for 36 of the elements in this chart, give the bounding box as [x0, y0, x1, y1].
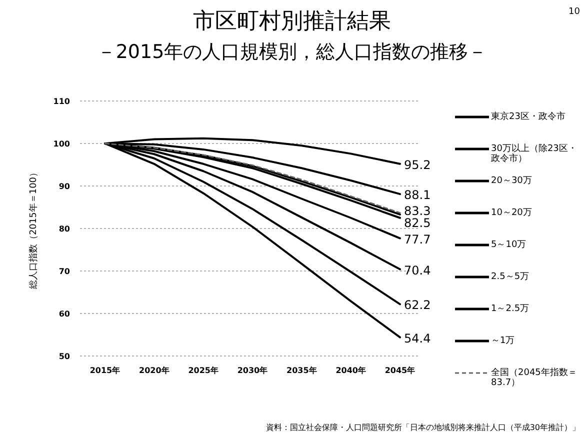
data-label: 88.1 [404, 188, 431, 202]
data-label: 62.2 [404, 298, 431, 312]
y-tick-label: 110 [53, 97, 70, 106]
legend-label: 5～10万 [491, 240, 526, 250]
data-label: 77.7 [404, 232, 431, 246]
y-tick-label: 100 [53, 140, 70, 148]
chart-subtitle: －2015年の人口規模別，総人口指数の推移－ [96, 41, 488, 63]
x-tick-label: 2025年 [188, 366, 218, 375]
legend-label: 30万以上（除23区・政令市） [491, 144, 578, 164]
y-tick-label: 60 [58, 310, 70, 318]
text: 10 [568, 7, 580, 17]
legend-label: 2.5～5万 [491, 272, 530, 282]
legend-label: ～1万 [491, 336, 515, 346]
y-axis-title: 総人口指数（2015年＝100） [28, 168, 39, 290]
x-tick-label: 2045年 [384, 366, 416, 375]
x-tick-label: 2030年 [237, 366, 268, 375]
legend-label: 全国（2045年指数＝83.7） [491, 368, 578, 388]
data-label: 70.4 [404, 263, 431, 278]
data-label: 95.2 [404, 158, 431, 172]
text: 資料：国立社会保障・人口問題研究所「日本の地域別将来推計人口（平成30年推計）」 [266, 423, 580, 432]
x-tick-label: 2035年 [286, 366, 317, 375]
chart-title: 市区町村別推計結果 [193, 9, 391, 34]
y-tick-label: 90 [58, 182, 70, 191]
data-label: 54.4 [404, 331, 431, 346]
x-tick-label: 2040年 [336, 366, 366, 375]
legend-label: 10～20万 [491, 208, 532, 218]
y-tick-label: 50 [58, 352, 70, 361]
legend-label: 20～30万 [491, 176, 532, 186]
data-label: 82.5 [404, 216, 431, 230]
data-label: 83.3 [404, 204, 431, 218]
x-tick-label: 2020年 [139, 366, 170, 375]
legend-label: 東京23区・政令市 [491, 112, 566, 122]
y-tick-label: 80 [58, 224, 70, 234]
y-tick-label: 70 [58, 267, 70, 276]
legend-label: 1～2.5万 [491, 304, 530, 314]
x-tick-label: 2015年 [90, 366, 120, 375]
